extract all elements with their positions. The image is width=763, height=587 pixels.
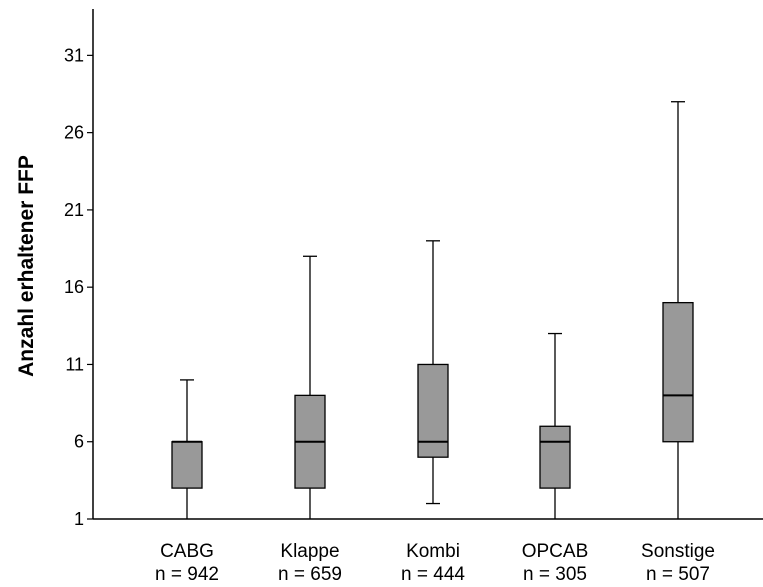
x-sample-size-label: n = 305 <box>523 564 587 585</box>
x-category-label: CABG <box>160 541 214 562</box>
box-cabg <box>171 379 203 519</box>
y-tick-label: 21 <box>64 200 84 220</box>
y-axis-title: Anzahl erhaltener FFP <box>15 155 38 377</box>
x-category-label: OPCAB <box>522 541 589 562</box>
x-category-label: Kombi <box>406 541 460 562</box>
y-tick-label: 11 <box>65 354 84 374</box>
x-sample-size-label: n = 942 <box>155 564 219 585</box>
x-category-label: Sonstige <box>641 541 715 562</box>
iqr-box <box>417 363 449 458</box>
box-sonstige <box>662 101 694 519</box>
iqr-box <box>662 301 694 443</box>
iqr-box <box>539 425 571 489</box>
x-sample-size-label: n = 444 <box>401 564 465 585</box>
x-sample-size-label: n = 507 <box>646 564 710 585</box>
iqr-box <box>171 441 203 489</box>
boxes <box>171 101 694 519</box>
x-sample-size-label: n = 659 <box>278 564 342 585</box>
y-tick-label: 16 <box>64 277 84 297</box>
y-tick-label: 1 <box>74 509 84 529</box>
y-tick-label: 6 <box>74 432 84 452</box>
box-klappe <box>294 255 326 519</box>
y-tick-label: 31 <box>64 45 84 65</box>
box-kombi <box>417 240 449 505</box>
x-category-label: Klappe <box>280 541 339 562</box>
y-tick-label: 26 <box>64 123 84 143</box>
box-opcab <box>539 332 571 519</box>
